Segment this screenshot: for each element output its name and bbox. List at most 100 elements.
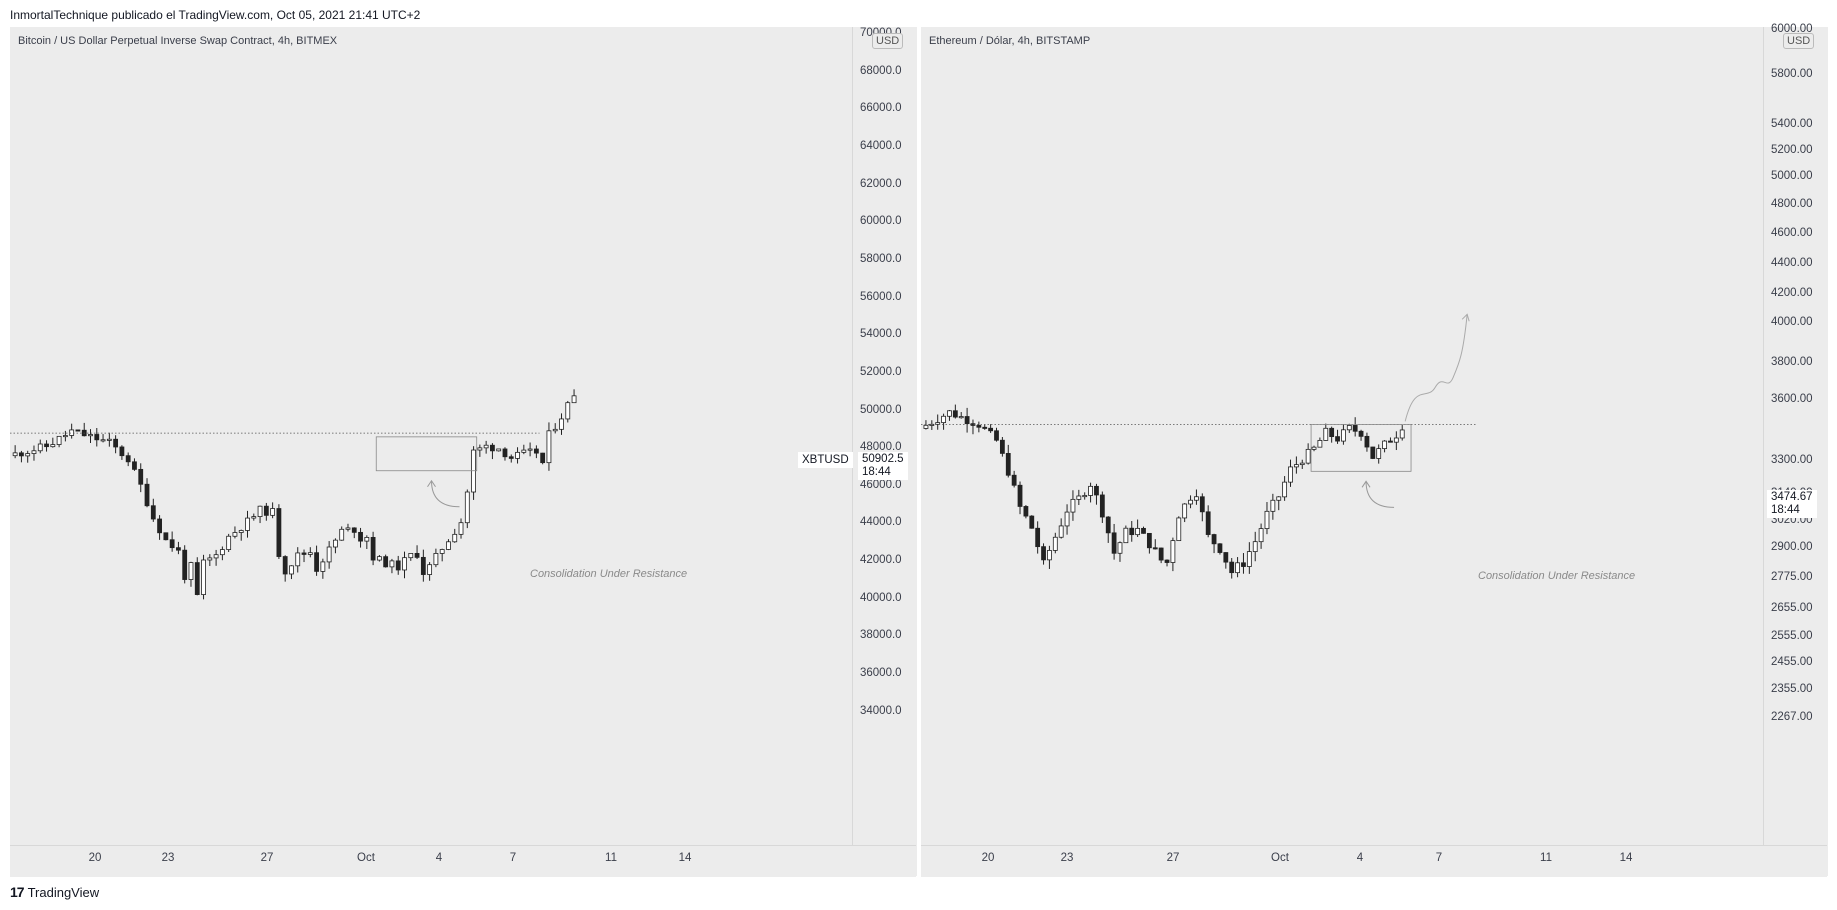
x-tick-label: 14: [678, 852, 692, 864]
candle-body: [1346, 425, 1352, 431]
candle-body: [1088, 485, 1093, 496]
candle-body: [1152, 547, 1158, 550]
candle-body: [952, 410, 958, 418]
bitcoin-plot[interactable]: [10, 27, 852, 845]
candle-body: [483, 444, 489, 449]
y-tick-label: 2267.00: [1771, 711, 1813, 723]
candle-body: [999, 439, 1005, 454]
candle-body: [25, 453, 31, 457]
x-tick-label: 27: [1166, 852, 1180, 864]
candle-body: [515, 451, 520, 459]
candle-body: [1323, 427, 1329, 441]
candle-body: [941, 415, 946, 423]
candle-body: [1288, 466, 1293, 483]
tradingview-footer[interactable]: 17 TradingView: [10, 884, 99, 900]
candle-body: [1329, 427, 1335, 438]
y-tick-label: 5800.00: [1771, 68, 1813, 80]
y-tick-label: 4800.00: [1771, 198, 1813, 210]
candle-body: [389, 560, 395, 568]
y-tick-label: 4200.00: [1771, 287, 1813, 299]
candle-body: [358, 531, 363, 542]
candle-body: [31, 450, 37, 454]
candle-body: [433, 553, 439, 566]
ethereum-currency-button[interactable]: USD: [1783, 33, 1815, 49]
candle-body: [376, 556, 382, 561]
candle-body: [1082, 495, 1088, 498]
y-tick-label: 58000.0: [860, 252, 902, 265]
bitcoin-last-price: 50902.5: [862, 453, 904, 465]
x-tick-label: 23: [1060, 852, 1074, 864]
candle-body: [307, 552, 313, 555]
y-tick-label: 56000.0: [860, 290, 902, 303]
candle-body: [964, 416, 970, 425]
x-tick-label: Oct: [357, 852, 375, 864]
x-tick-label: 4: [435, 852, 443, 864]
candle-body: [1399, 429, 1405, 439]
candle-body: [106, 438, 112, 441]
y-tick-label: 68000.0: [860, 64, 902, 77]
publisher-header: InmortalTechnique publicado el TradingVi…: [10, 8, 421, 22]
y-tick-label: 6000.00: [1771, 23, 1813, 35]
bitcoin-chart-panel[interactable]: Bitcoin / US Dollar Perpetual Inverse Sw…: [10, 27, 917, 877]
candle-body: [113, 438, 119, 448]
candle-body: [1052, 536, 1058, 551]
candle-body: [1176, 517, 1182, 542]
candle-body: [458, 522, 464, 535]
candle-body: [935, 422, 941, 425]
x-tick-label: 20: [981, 852, 995, 864]
candle-body: [1293, 464, 1299, 468]
bitcoin-currency-button[interactable]: USD: [872, 33, 904, 49]
candle-body: [100, 439, 106, 442]
candle-body: [270, 508, 276, 516]
candle-body: [194, 562, 200, 595]
candle-body: [1164, 559, 1170, 563]
ethereum-price-axis[interactable]: 6000.00 5800.00 5400.00 5200.00 5000.00 4800.…: [1763, 23, 1828, 876]
y-tick-label: 3600.00: [1771, 393, 1813, 405]
candle-body: [521, 449, 527, 453]
candle-body: [1217, 543, 1223, 553]
candle-body: [1223, 552, 1229, 563]
bitcoin-time-axis[interactable]: 20 23 27 Oct 4 7 11 14: [10, 845, 916, 877]
y-tick-label: 60000.0: [860, 215, 902, 228]
candle-body: [370, 537, 376, 561]
candle-body: [125, 455, 131, 463]
candle-body: [1246, 551, 1252, 567]
y-tick-label: 62000.0: [860, 177, 902, 190]
bitcoin-last-price-tag: 50902.5 18:44: [858, 452, 908, 480]
candle-body: [1311, 446, 1317, 450]
candle-body: [132, 461, 137, 470]
candle-body: [1229, 561, 1235, 574]
candle-body: [56, 435, 62, 445]
candle-body: [176, 547, 181, 551]
candle-body: [408, 552, 414, 559]
candle-body: [1376, 448, 1382, 459]
y-tick-label: 3800.00: [1771, 356, 1813, 368]
candle-body: [257, 505, 263, 517]
candle-body: [1035, 527, 1041, 548]
candle-body: [138, 468, 144, 485]
candle-body: [1123, 527, 1129, 544]
ethereum-last-price-tag: 3474.67 18:44: [1767, 490, 1817, 518]
bitcoin-price-axis[interactable]: 70000.068000.066000.064000.062000.060000…: [852, 27, 917, 876]
candle-body: [1235, 562, 1240, 574]
candle-body: [345, 527, 351, 530]
candle-body: [150, 505, 156, 520]
y-tick-label: 2775.00: [1771, 571, 1813, 583]
tradingview-logo-icon: 17: [10, 884, 25, 900]
ethereum-chart-panel[interactable]: Ethereum / Dólar, 4h, BITSTAMP 6000.00 58…: [921, 23, 1828, 877]
y-tick-label: 66000.0: [860, 102, 902, 115]
candle-body: [163, 532, 169, 541]
candle-body: [1305, 448, 1311, 464]
ethereum-plot[interactable]: [921, 27, 1763, 845]
candle-body: [1364, 435, 1370, 448]
candle-body: [1017, 484, 1023, 507]
candles-group: [12, 389, 577, 600]
ethereum-time-axis[interactable]: 20 23 27 Oct 4 7 11 14: [921, 845, 1827, 877]
y-tick-label: 2455.00: [1771, 656, 1813, 668]
candle-body: [1094, 485, 1099, 496]
x-tick-label: 23: [161, 852, 175, 864]
candle-body: [1135, 527, 1141, 536]
candle-body: [94, 434, 100, 441]
candle-body: [351, 527, 357, 533]
ethereum-countdown: 18:44: [1771, 504, 1800, 516]
